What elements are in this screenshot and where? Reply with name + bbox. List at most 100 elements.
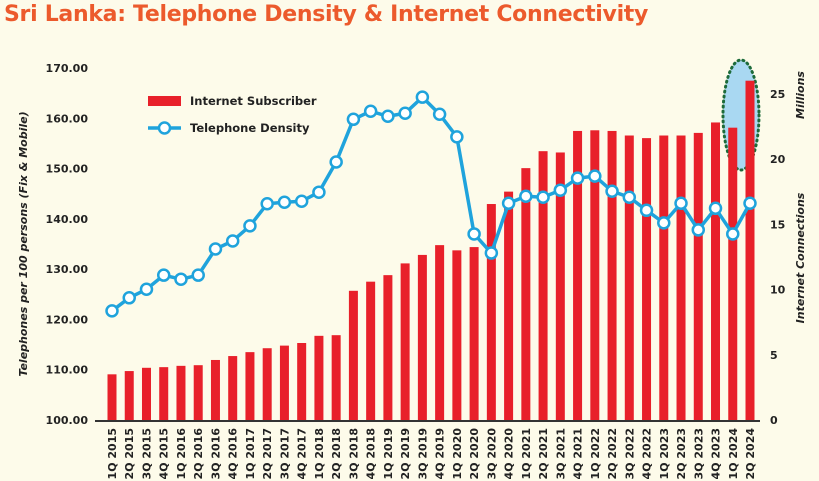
bar-2Q-2017 [262,348,272,420]
line-point-3Q-2023 [691,223,706,237]
line-point-3Q-2018 [346,112,361,127]
x-tick-label: 3Q 2020 [485,428,498,480]
bar-4Q-2015 [159,367,169,420]
x-tick-label: 1Q 2020 [451,428,464,480]
bar-4Q-2018 [366,281,376,420]
bar-1Q-2016 [176,365,186,420]
line-point-2Q-2023 [674,196,688,211]
bar-4Q-2021 [573,130,583,420]
line-point-1Q-2022 [588,169,602,183]
y-tick-label: 170.00 [46,62,89,75]
y-tick-label: 120.00 [46,313,89,326]
x-tick-label: 4Q 2020 [503,428,516,480]
bar-4Q-2019 [435,245,445,420]
x-tick-label: 1Q 2016 [175,428,188,480]
x-tick-label: 3Q 2017 [278,428,291,479]
x-tick-label: 4Q 2023 [710,428,723,479]
x-tick-label: 4Q 2016 [227,428,240,480]
x-tick-label: 2Q 2016 [192,428,205,480]
y2-tick-label: 5 [770,349,778,362]
x-tick-label: 3Q 2021 [554,428,567,479]
bar-1Q-2020 [452,250,462,420]
chart-title: Sri Lanka: Telephone Density & Internet … [4,2,649,27]
x-tick-label: 1Q 2018 [313,428,326,479]
line-point-4Q-2019 [432,107,447,122]
line-point-3Q-2019 [415,90,430,104]
x-tick-label: 1Q 2022 [589,428,602,479]
bar-4Q-2023 [711,122,721,421]
line-point-4Q-2021 [570,171,585,185]
y2-tick-label: 15 [770,218,785,231]
bar-2Q-2016 [193,365,203,420]
x-tick-label: 3Q 2022 [623,428,636,479]
line-point-2Q-2020 [467,227,481,241]
bar-2Q-2021 [538,151,548,421]
bar-3Q-2016 [210,359,220,420]
bar-1Q-2021 [521,168,531,420]
y2-tick-label: 10 [770,284,786,297]
line-point-1Q-2021 [519,189,533,203]
bar-1Q-2022 [590,130,600,421]
bar-1Q-2023 [659,135,669,420]
bar-1Q-2017 [245,352,255,420]
bar-3Q-2019 [417,254,427,420]
y2-tick-label: 0 [770,414,778,427]
bar-2Q-2022 [607,130,617,420]
line-point-2Q-2017 [260,197,274,211]
y-tick-label: 130.00 [46,263,89,276]
y2-tick-label: 25 [770,88,785,101]
x-tick-label: 1Q 2017 [244,428,257,479]
line-point-4Q-2017 [294,194,309,209]
bar-3Q-2017 [279,345,289,420]
x-tick-label: 2Q 2021 [537,428,550,479]
bar-3Q-2022 [624,135,634,420]
x-tick-label: 2Q 2022 [606,428,619,479]
x-tick-label: 1Q 2024 [727,428,740,480]
bar-3Q-2021 [555,152,565,420]
x-tick-label: 4Q 2021 [572,428,585,479]
bar-2Q-2020 [469,247,479,420]
y-tick-label: 150.00 [46,163,89,176]
x-tick-label: 2Q 2024 [744,428,757,480]
bar-4Q-2020 [504,191,514,420]
line-point-4Q-2015 [156,268,171,282]
x-tick-label: 4Q 2017 [296,428,309,479]
y2-unit-label: Millions [794,71,807,119]
line-point-2Q-2019 [398,106,412,121]
x-tick-label: 4Q 2022 [641,428,654,479]
bar-1Q-2015 [107,374,117,420]
line-point-2Q-2022 [605,184,619,198]
bar-2Q-2023 [676,135,686,420]
line-point-1Q-2019 [381,109,395,124]
x-tick-label: 2Q 2020 [468,428,481,480]
line-point-3Q-2022 [622,190,637,204]
line-point-3Q-2020 [484,246,499,260]
line-point-2Q-2024 [743,196,757,211]
x-tick-label: 3Q 2015 [140,428,153,479]
line-point-1Q-2020 [450,130,464,144]
y-tick-label: 140.00 [46,213,89,226]
bar-1Q-2019 [383,275,393,420]
line-point-4Q-2023 [708,201,723,216]
line-point-1Q-2017 [243,219,257,233]
x-tick-label: 2Q 2019 [399,428,412,479]
bar-3Q-2015 [141,367,151,420]
y-axis-label: Telephones per 100 persons (Fix & Mobile… [17,111,30,376]
line-point-2Q-2021 [536,190,550,204]
bar-3Q-2018 [348,290,358,420]
line-point-1Q-2018 [312,185,326,199]
line-point-4Q-2016 [225,234,240,248]
x-tick-label: 4Q 2018 [365,428,378,479]
y2-axis-label: Internet Connections [794,192,807,323]
legend-label-telephone-density: Telephone Density [190,121,310,135]
x-tick-label: 2Q 2017 [261,428,274,479]
x-tick-label: 4Q 2019 [434,428,447,479]
line-point-1Q-2016 [174,272,188,286]
x-tick-label: 1Q 2023 [658,428,671,479]
line-point-2Q-2016 [191,268,205,282]
bar-4Q-2017 [297,343,307,420]
y-tick-label: 160.00 [46,112,89,125]
x-tick-label: 3Q 2016 [209,428,222,480]
legend-marker-telephone-density [157,121,172,135]
